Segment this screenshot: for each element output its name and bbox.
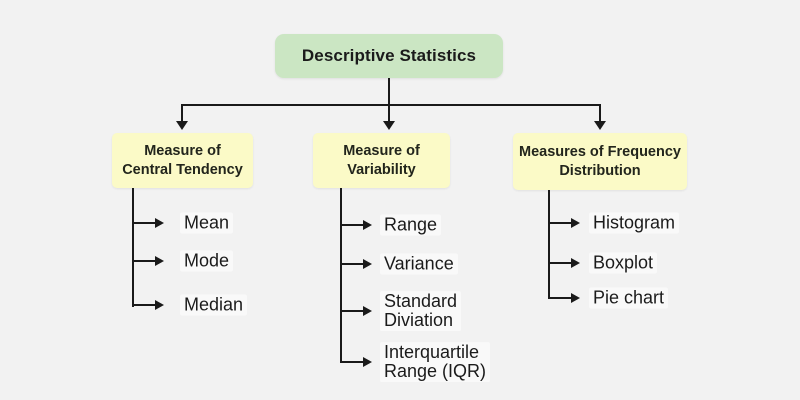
branch-box-label-line: Central Tendency [122,161,243,178]
arrowhead-down-icon [383,121,395,130]
connector-branch2-item4 [341,361,363,363]
arrowhead-right-icon [155,256,164,266]
leaf-variance: Variance [380,253,458,275]
arrowhead-right-icon [155,300,164,310]
leaf-standard-diviation: Standard Diviation [380,291,462,331]
arrowhead-right-icon [571,258,580,268]
connector-branch2-spine [340,188,342,363]
leaf-pie-chart: Pie chart [589,287,669,309]
leaf-mode: Mode [180,250,234,272]
arrowhead-right-icon [155,218,164,228]
connector-root-stem [388,78,390,105]
branch-box-central-tendency: Measure of Central Tendency [112,133,253,188]
connector-drop-right [599,104,601,122]
connector-branch1-item2 [133,260,155,262]
arrowhead-right-icon [571,218,580,228]
branch-box-label-line: Distribution [559,162,641,179]
leaf-median: Median [180,294,248,316]
root-node-descriptive-statistics: Descriptive Statistics [275,34,503,78]
connector-drop-left [181,104,183,122]
root-node-label: Descriptive Statistics [301,46,477,65]
connector-branch2-item1 [341,224,363,226]
branch-box-label-line: Variability [347,161,416,178]
arrowhead-right-icon [571,293,580,303]
branch-box-label-line: Measures of Frequency [519,143,681,160]
branch-box-frequency-distribution: Measures of Frequency Distribution [513,133,687,190]
connector-branch2-item2 [341,263,363,265]
connector-drop-middle [388,104,390,122]
leaf-histogram: Histogram [589,212,680,234]
connector-branch2-item3 [341,310,363,312]
arrowhead-right-icon [363,357,372,367]
connector-branch1-item3 [133,304,155,306]
leaf-mean: Mean [180,212,234,234]
connector-branch1-item1 [133,222,155,224]
branch-box-label-line: Measure of [343,142,420,159]
leaf-boxplot: Boxplot [589,252,658,274]
connector-branch3-item2 [549,262,571,264]
arrowhead-right-icon [363,220,372,230]
leaf-range: Range [380,214,442,236]
arrowhead-right-icon [363,259,372,269]
connector-branch1-spine [132,188,134,307]
branch-box-variability: Measure of Variability [313,133,450,188]
arrowhead-right-icon [363,306,372,316]
connector-branch3-spine [548,190,550,299]
connector-branch3-item1 [549,222,571,224]
arrowhead-down-icon [594,121,606,130]
connector-top-bar [181,104,601,106]
connector-branch3-item3 [549,297,571,299]
branch-box-label-line: Measure of [144,142,221,159]
leaf-interquartile-range: Interquartile Range (IQR) [380,342,491,382]
arrowhead-down-icon [176,121,188,130]
